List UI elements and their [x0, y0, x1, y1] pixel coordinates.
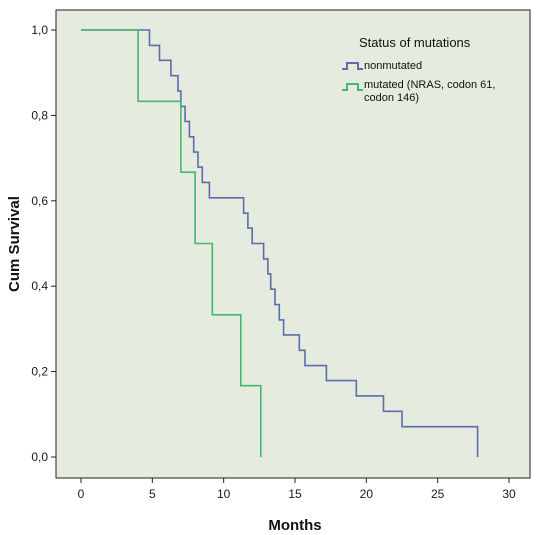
series-layer	[81, 29, 479, 457]
y-tick-label: 0,2	[31, 365, 48, 379]
y-axis-title: Cum Survival	[6, 196, 23, 292]
plot-area	[55, 9, 531, 479]
legend-label-mutated-line-2: codon 146)	[364, 92, 419, 104]
x-tick-label: 25	[431, 487, 445, 501]
legend-label-mutated-line-1: mutated (NRAS, codon 61,	[364, 79, 495, 91]
y-tick-label: 0,0	[31, 450, 48, 464]
y-axis-ticks: 0,0 0,2 0,4 0,6 0,8 1,0	[31, 23, 56, 464]
legend: Status of mutations nonmutated mutated (…	[342, 35, 495, 104]
x-tick-label: 0	[78, 487, 85, 501]
survival-curve-mutated	[81, 29, 262, 457]
x-tick-label: 20	[360, 487, 374, 501]
legend-title: Status of mutations	[359, 35, 471, 50]
x-axis-ticks: 0 5 10 15 20 25 30	[78, 478, 516, 501]
x-axis-title: Months	[268, 517, 321, 534]
y-tick-label: 0,4	[31, 279, 48, 293]
x-tick-label: 15	[288, 487, 302, 501]
y-tick-label: 0,8	[31, 108, 48, 122]
legend-label-nonmutated: nonmutated	[364, 60, 422, 72]
survival-curve-nonmutated	[81, 29, 479, 457]
x-tick-label: 5	[149, 487, 156, 501]
y-tick-label: 0,6	[31, 194, 48, 208]
x-tick-label: 10	[217, 487, 231, 501]
y-tick-label: 1,0	[31, 23, 48, 37]
x-tick-label: 30	[502, 487, 516, 501]
legend-swatch-nonmutated	[342, 62, 363, 70]
legend-swatch-mutated	[342, 83, 363, 91]
